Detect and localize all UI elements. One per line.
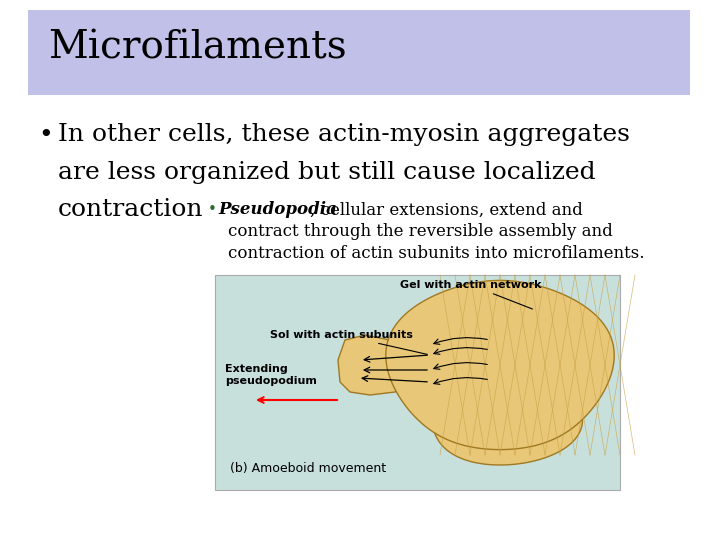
Text: In other cells, these actin-myosin aggregates: In other cells, these actin-myosin aggre…	[58, 124, 630, 146]
Text: contraction of actin subunits into microfilaments.: contraction of actin subunits into micro…	[228, 246, 644, 262]
Text: Pseudopodia: Pseudopodia	[218, 201, 337, 219]
Text: •: •	[38, 124, 53, 146]
Text: •: •	[208, 202, 217, 218]
Text: (b) Amoeboid movement: (b) Amoeboid movement	[230, 462, 386, 475]
FancyBboxPatch shape	[215, 275, 620, 490]
Text: Sol with actin subunits: Sol with actin subunits	[270, 330, 427, 354]
Text: , cellular extensions, extend and: , cellular extensions, extend and	[310, 201, 582, 219]
Polygon shape	[433, 365, 582, 465]
Text: Microfilaments: Microfilaments	[48, 30, 346, 66]
Text: Gel with actin network: Gel with actin network	[400, 280, 541, 309]
Text: are less organized but still cause localized: are less organized but still cause local…	[58, 160, 595, 184]
Polygon shape	[386, 280, 614, 450]
FancyBboxPatch shape	[28, 10, 690, 95]
Text: contraction: contraction	[58, 199, 204, 221]
Polygon shape	[338, 335, 415, 395]
Text: contract through the reversible assembly and: contract through the reversible assembly…	[228, 224, 613, 240]
Text: Extending
pseudopodium: Extending pseudopodium	[225, 364, 317, 386]
